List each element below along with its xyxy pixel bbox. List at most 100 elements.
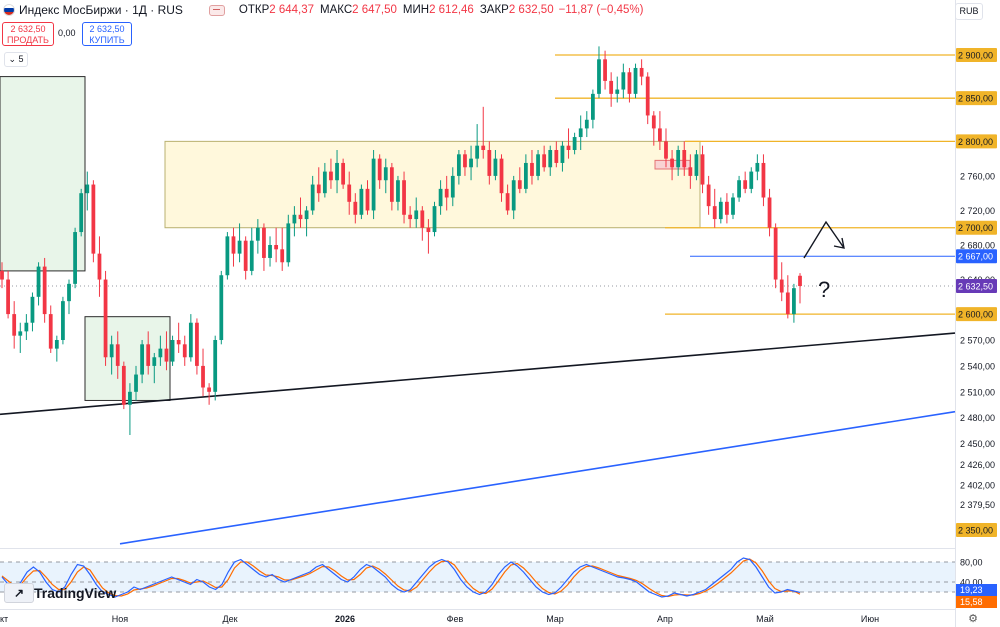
candle xyxy=(420,206,425,241)
indicators-toggle[interactable]: ⌄ 5 xyxy=(4,52,28,67)
candle xyxy=(310,175,315,215)
candle xyxy=(511,175,516,220)
candle xyxy=(566,128,571,159)
oscillator-band xyxy=(0,562,955,592)
candle xyxy=(463,150,467,176)
candle-body xyxy=(158,348,163,358)
y-tick-label: 2 570,00 xyxy=(960,336,995,346)
candle xyxy=(792,283,796,323)
buy-label: КУПИТЬ xyxy=(89,35,125,45)
y-tick-label: 2 720,00 xyxy=(960,206,995,216)
candle-body xyxy=(554,150,559,163)
high-label: МАКС xyxy=(320,4,353,16)
sell-label: ПРОДАТЬ xyxy=(7,35,49,45)
high-value: 2 647,50 xyxy=(352,4,397,16)
candle-body xyxy=(383,167,388,181)
y-tick-label: 2 402,00 xyxy=(960,481,995,491)
osc-tick-label: 80,00 xyxy=(960,558,983,568)
candle xyxy=(274,227,279,263)
yellow-range xyxy=(164,140,701,229)
candle xyxy=(706,175,711,215)
settings-icon[interactable]: ⚙ xyxy=(968,613,978,625)
close-label: ЗАКР xyxy=(479,4,509,16)
candle-body xyxy=(286,223,291,263)
candle xyxy=(182,335,187,366)
candle xyxy=(377,154,382,189)
candle-body xyxy=(731,197,735,215)
candle xyxy=(121,361,126,410)
candle xyxy=(353,193,358,224)
candle xyxy=(103,270,108,366)
flag-stripe-white xyxy=(4,5,14,9)
drawing-arrow-icon[interactable]: ↗ xyxy=(4,583,34,603)
candle xyxy=(523,154,528,194)
candle-body xyxy=(530,162,534,176)
tradingview-logo[interactable]: ↗ TradingView xyxy=(4,583,117,603)
candle-body xyxy=(676,150,681,168)
candle-body xyxy=(268,245,272,258)
candle xyxy=(700,145,705,194)
candle xyxy=(0,262,4,289)
candle xyxy=(505,184,510,215)
green-zone-bottom xyxy=(84,316,171,401)
x-tick-label: Дек xyxy=(222,614,237,624)
candle-body xyxy=(12,314,17,336)
candle-body xyxy=(6,279,10,315)
currency-selector[interactable]: RUB xyxy=(955,3,983,20)
logo-text: TradingView xyxy=(34,585,117,601)
axis-separator xyxy=(955,0,956,627)
candle xyxy=(73,227,77,289)
osc-tick-label: 40,00 xyxy=(960,578,983,588)
open-label: ОТКР xyxy=(238,4,270,16)
candle xyxy=(213,335,218,401)
candle xyxy=(109,335,114,375)
candle xyxy=(444,175,449,211)
candle xyxy=(158,335,163,366)
candle xyxy=(347,171,352,215)
open-value: 2 644,37 xyxy=(269,4,315,16)
candle-body xyxy=(48,314,53,349)
candle-body xyxy=(182,344,187,358)
green-zone-top xyxy=(0,76,86,272)
candle xyxy=(475,124,480,168)
candle-body xyxy=(523,162,528,189)
price-label-bg xyxy=(956,249,997,264)
candle-body xyxy=(609,80,614,94)
candle-body xyxy=(651,115,656,129)
candle-body xyxy=(128,391,132,405)
candle xyxy=(6,270,10,319)
last-price-label: 2 632,50 xyxy=(958,282,993,292)
candle xyxy=(365,180,370,215)
symbol-title[interactable]: Индекс МосБиржи · 1Д · RUS xyxy=(19,3,183,17)
candle-body xyxy=(517,180,522,189)
candle-body xyxy=(225,236,230,276)
candle-body xyxy=(755,162,760,172)
candle-body xyxy=(463,154,467,168)
candle-body xyxy=(493,158,498,176)
candle-body xyxy=(408,214,413,220)
price-label-bg xyxy=(956,307,997,322)
buy-button[interactable]: 2 632,50 КУПИТЬ xyxy=(82,22,132,46)
candle-body xyxy=(0,270,4,280)
hide-icon[interactable] xyxy=(208,4,225,16)
stoch-d-label-bg xyxy=(956,596,997,608)
candle xyxy=(712,188,717,228)
candle-body xyxy=(639,67,644,77)
y-tick-label: 2 379,50 xyxy=(960,500,995,510)
candle xyxy=(517,167,522,194)
candle xyxy=(255,219,260,254)
candle-body xyxy=(280,249,285,263)
candle xyxy=(487,141,492,185)
candle xyxy=(456,150,461,185)
sell-button[interactable]: 2 632,50 ПРОДАТЬ xyxy=(2,22,54,46)
candle xyxy=(201,348,205,397)
candle-body xyxy=(414,210,419,220)
x-tick-label: Май xyxy=(756,614,774,624)
candle-body xyxy=(627,72,632,94)
candle xyxy=(548,145,553,176)
candle xyxy=(188,314,193,362)
candle-body xyxy=(438,188,443,207)
candle xyxy=(176,322,181,353)
candle-body xyxy=(371,158,376,211)
